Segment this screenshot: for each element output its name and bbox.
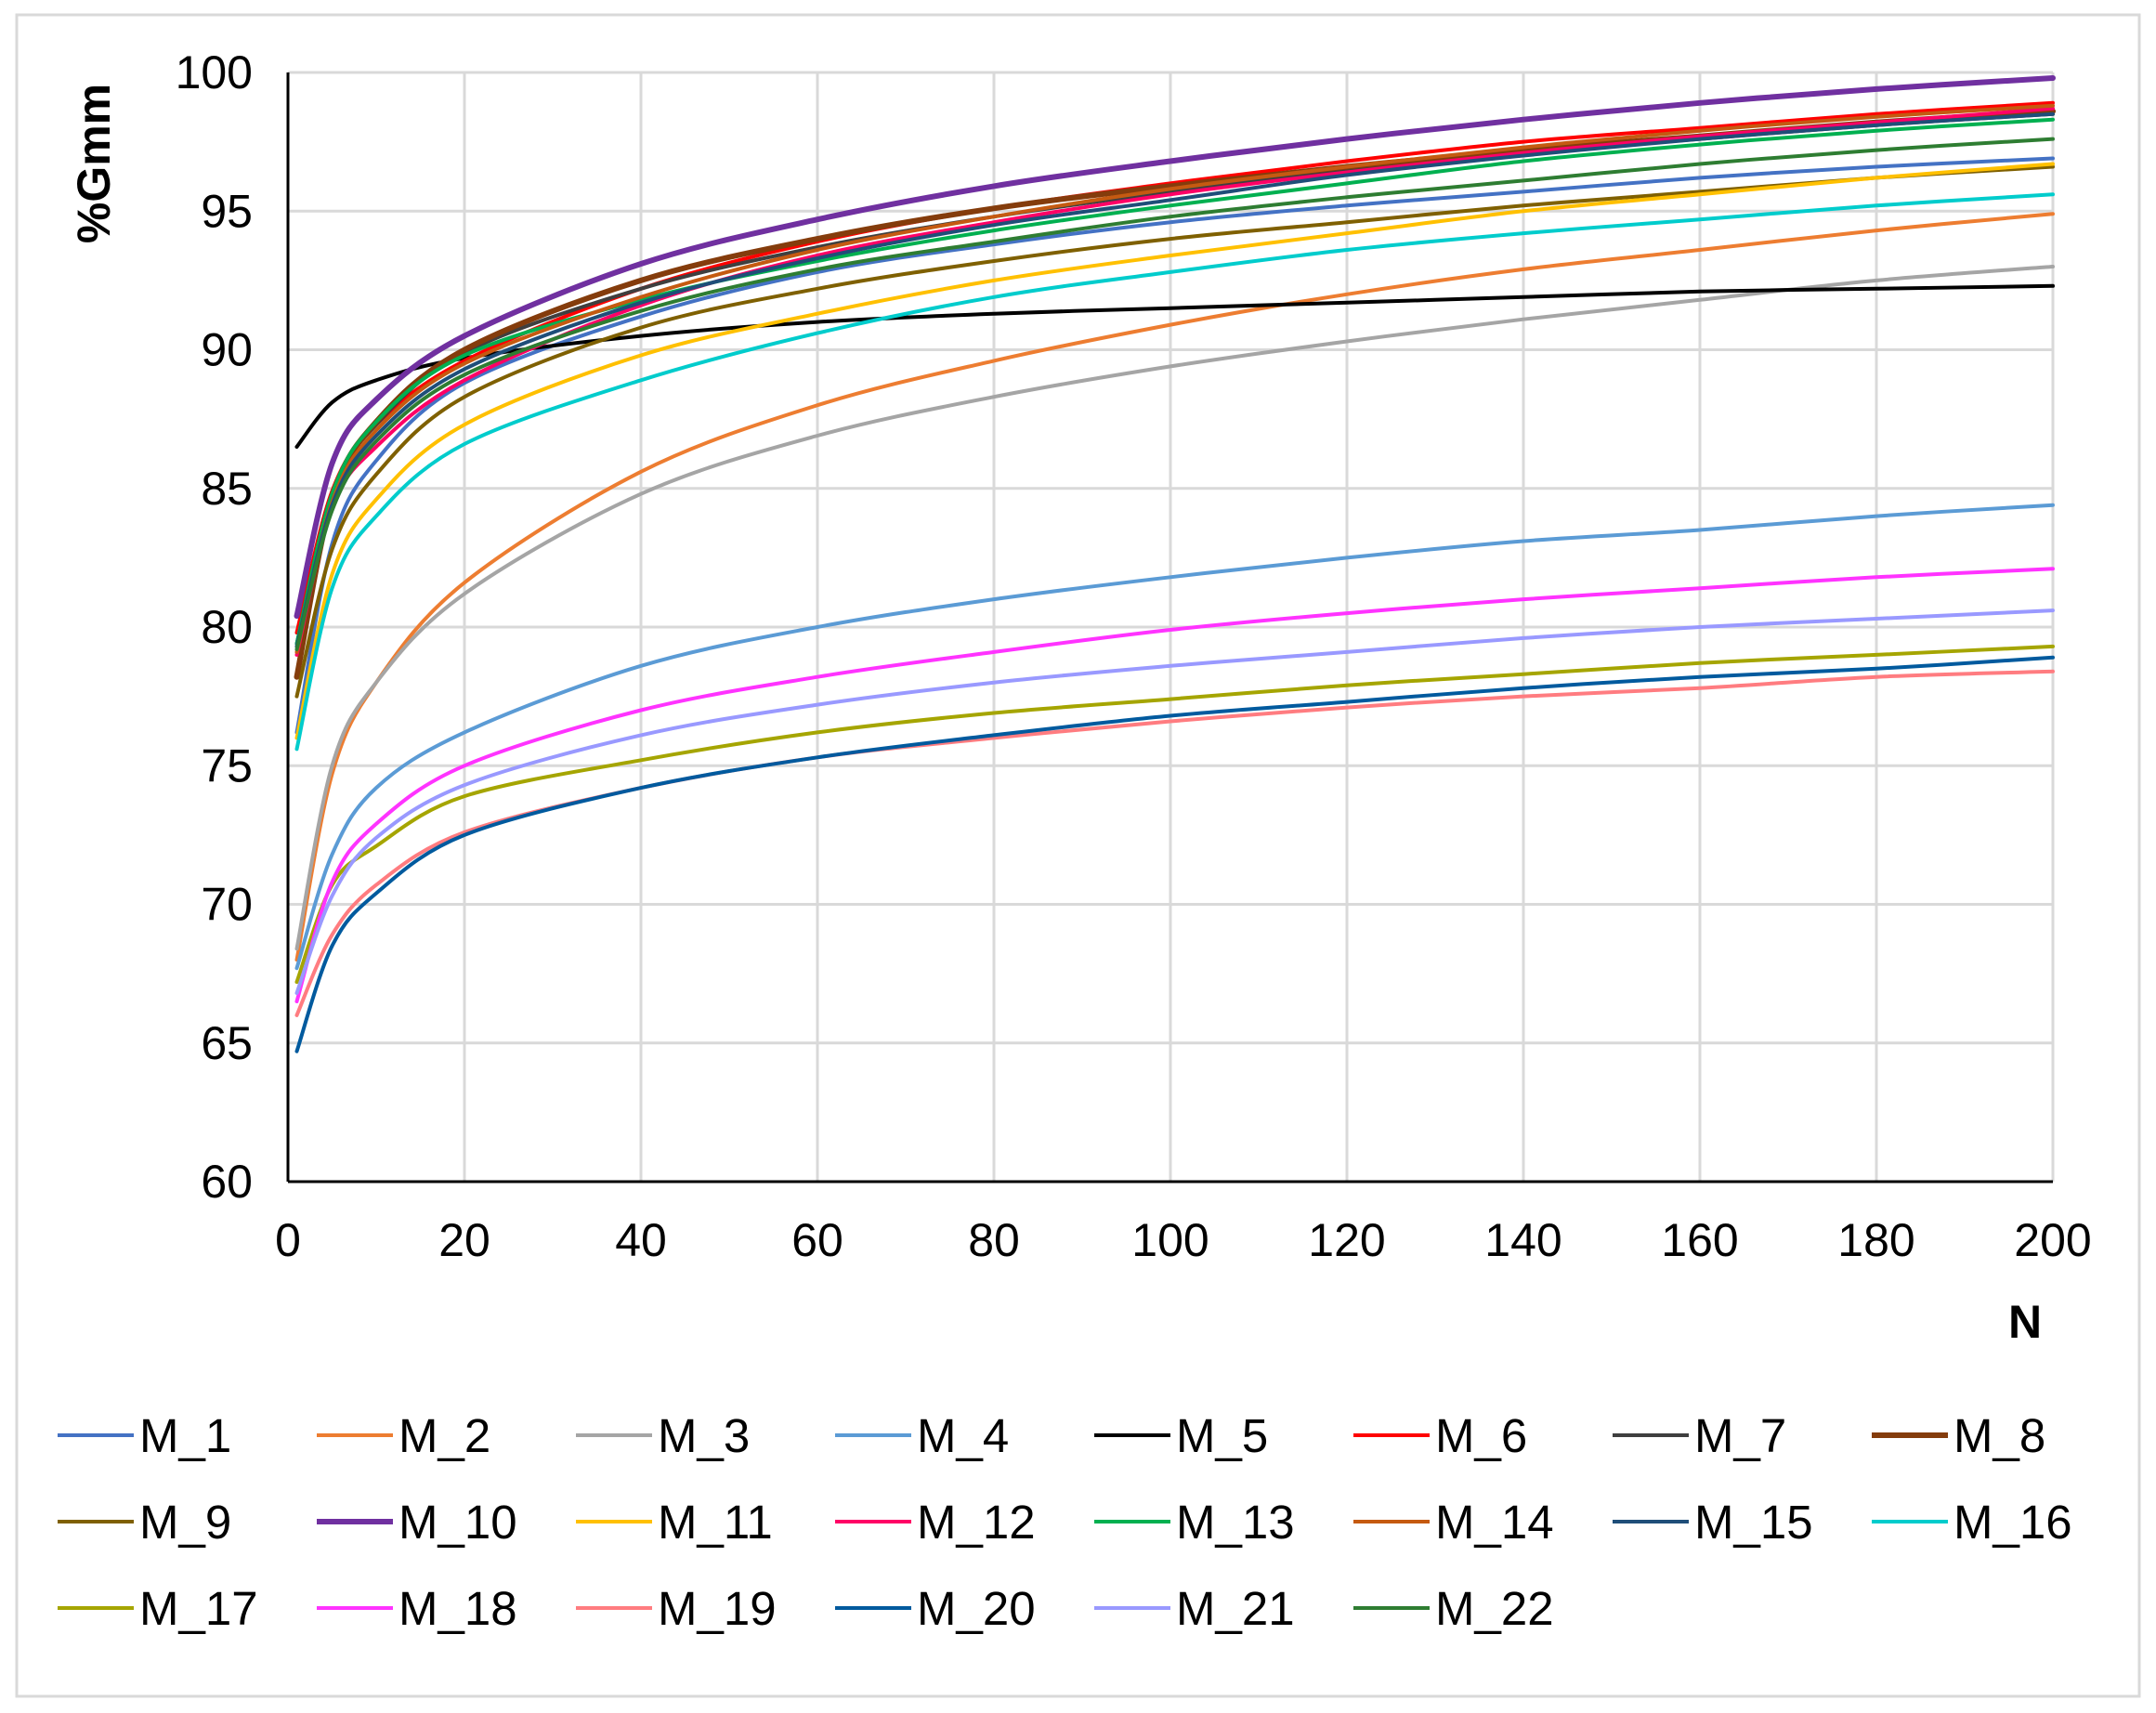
series-line-m-17 — [294, 644, 2055, 985]
series-line-m-16 — [294, 192, 2055, 752]
x-tick-label: 40 — [615, 1214, 667, 1266]
legend-label-m-14: M_14 — [1435, 1496, 1554, 1549]
legend-label-m-21: M_21 — [1176, 1582, 1295, 1635]
y-tick-label: 60 — [201, 1156, 253, 1208]
legend-label-m-5: M_5 — [1176, 1409, 1268, 1462]
legend-label-m-15: M_15 — [1694, 1496, 1813, 1549]
y-tick-label: 90 — [201, 324, 253, 376]
legend-label-m-20: M_20 — [917, 1582, 1036, 1635]
series-line-m-19 — [294, 669, 2055, 1017]
y-tick-label: 85 — [201, 463, 253, 515]
x-tick-label: 180 — [1837, 1214, 1914, 1266]
gridlines — [288, 71, 2055, 1182]
legend-label-m-13: M_13 — [1176, 1496, 1295, 1549]
x-tick-label: 140 — [1484, 1214, 1561, 1266]
series-line-m-22 — [294, 137, 2055, 651]
legend-label-m-12: M_12 — [917, 1496, 1036, 1549]
legend-label-m-6: M_6 — [1435, 1409, 1527, 1462]
legend-label-m-16: M_16 — [1953, 1496, 2072, 1549]
x-axis-title: N — [2008, 1296, 2042, 1348]
legend-label-m-3: M_3 — [658, 1409, 750, 1462]
x-tick-label: 120 — [1308, 1214, 1385, 1266]
y-tick-label: 75 — [201, 739, 253, 791]
legend-label-m-10: M_10 — [399, 1496, 517, 1549]
y-tick-label: 80 — [201, 601, 253, 653]
axes — [286, 72, 2053, 1183]
x-tick-label: 160 — [1661, 1214, 1738, 1266]
legend-label-m-19: M_19 — [658, 1582, 777, 1635]
series-line-m-11 — [294, 162, 2055, 740]
legend-label-m-11: M_11 — [658, 1496, 773, 1549]
legend-label-m-17: M_17 — [139, 1582, 258, 1635]
series-line-m-20 — [294, 655, 2055, 1053]
x-tick-label: 80 — [968, 1214, 1020, 1266]
legend-label-m-18: M_18 — [399, 1582, 517, 1635]
outer-border — [15, 13, 2141, 1698]
series-line-m-1 — [294, 156, 2055, 735]
x-tick-label: 100 — [1131, 1214, 1209, 1266]
legend-label-m-7: M_7 — [1694, 1409, 1786, 1462]
y-tick-label: 65 — [201, 1017, 253, 1069]
legend-label-m-1: M_1 — [139, 1409, 231, 1462]
series-line-m-14 — [294, 103, 2055, 654]
legend: M_1 M_2 M_3 M_4 M_5 M_6 M_7 M_8 M_9 M_10 M_11 M_12 M… — [58, 1409, 2072, 1635]
y-tick-label: 100 — [176, 46, 253, 98]
series-line-m-10 — [294, 75, 2056, 620]
legend-label-m-2: M_2 — [399, 1409, 490, 1462]
series-line-m-21 — [294, 608, 2055, 995]
series-line-m-13 — [294, 117, 2055, 646]
y-axis-title: %Gmm — [68, 84, 120, 243]
x-tick-label: 200 — [2014, 1214, 2091, 1266]
series-line-m-3 — [294, 265, 2055, 951]
legend-label-m-8: M_8 — [1953, 1409, 2045, 1462]
series-lines — [294, 75, 2056, 1053]
x-tick-label: 20 — [438, 1214, 490, 1266]
tick-labels: 60 65 70 75 80 85 90 95 100 0 20 40 60 80 100 120 140 160… — [176, 46, 2092, 1266]
x-tick-label: 0 — [275, 1214, 301, 1266]
y-tick-label: 95 — [201, 185, 253, 237]
x-tick-label: 60 — [791, 1214, 843, 1266]
series-line-m-9 — [294, 164, 2055, 699]
series-line-m-15 — [294, 111, 2055, 648]
legend-label-m-9: M_9 — [139, 1496, 231, 1549]
series-line-m-18 — [294, 567, 2055, 1003]
legend-label-m-4: M_4 — [917, 1409, 1009, 1462]
series-line-m-12 — [294, 106, 2055, 657]
y-tick-label: 70 — [201, 879, 253, 931]
series-line-m-4 — [294, 503, 2055, 971]
legend-label-m-22: M_22 — [1435, 1582, 1554, 1635]
